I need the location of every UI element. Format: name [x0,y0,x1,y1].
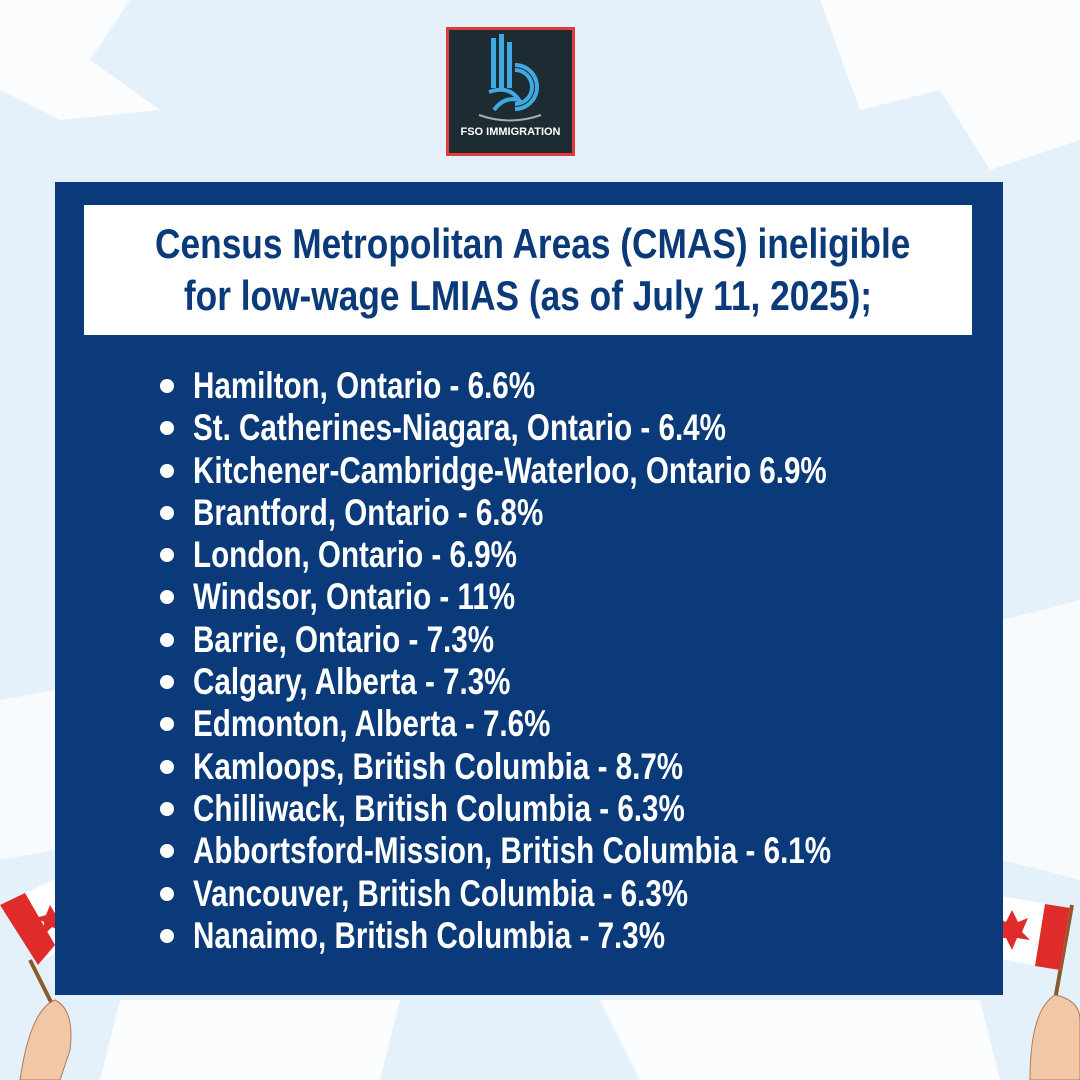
bullet [160,463,174,478]
list-item-text: Calgary, Alberta - 7.3% [193,661,511,703]
list-item-text: Edmonton, Alberta - 7.6% [193,703,551,745]
list-item-text: Vancouver, British Columbia - 6.3% [193,872,689,914]
list-item-text: Nanaimo, British Columbia - 7.3% [193,914,666,956]
list-item-text: Kitchener-Cambridge-Waterloo, Ontario 6.… [193,449,827,491]
bullet [160,886,174,901]
list-item-text: St. Catherines-Niagara, Ontario - 6.4% [193,407,726,449]
list-item-text: Hamilton, Ontario - 6.6% [193,365,536,406]
bullet [160,675,174,690]
bullet [160,590,174,605]
bullet [160,801,174,816]
title-line: for low-wage LMIAS (as of July 11, 2025)… [183,272,873,319]
bullet [160,421,174,436]
list-item-text: London, Ontario - 6.9% [193,534,517,576]
bullet [160,632,174,647]
bullet [160,379,174,393]
bullet [160,505,174,520]
list-item-text: Barrie, Ontario - 7.3% [193,618,495,660]
bullet [160,844,174,859]
logo: FSO IMMIGRATION [446,27,575,156]
list-item-text: Abbortsford-Mission, British Columbia - … [193,830,832,872]
list-item-text: Kamloops, British Columbia - 8.7% [193,745,684,787]
logo-text: FSO IMMIGRATION [460,126,561,138]
list-item-text: Brantford, Ontario - 6.8% [193,491,544,533]
bullet [160,759,174,774]
bullet [160,928,174,943]
bullet [160,548,174,563]
list-item-text: Chilliwack, British Columbia - 6.3% [193,787,685,829]
title-box: Census Metropolitan Areas (CMAS) ineligi… [84,205,972,335]
logo-mark [478,34,542,122]
bullet [160,717,174,732]
list-item-text: Windsor, Ontario - 11% [193,576,516,618]
title-line: Census Metropolitan Areas (CMAS) ineligi… [155,220,911,267]
content-panel: Census Metropolitan Areas (CMAS) ineligi… [55,182,1003,995]
